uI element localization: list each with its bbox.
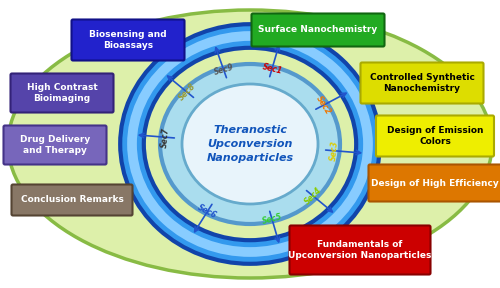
Text: Controlled Synthetic
Nanochemistry: Controlled Synthetic Nanochemistry — [370, 73, 474, 93]
Ellipse shape — [182, 84, 318, 204]
Text: Biosensing and
Bioassays: Biosensing and Bioassays — [89, 30, 167, 50]
FancyBboxPatch shape — [360, 62, 484, 103]
Text: Upconversion: Upconversion — [208, 139, 292, 149]
Text: Nanoparticles: Nanoparticles — [206, 153, 294, 163]
FancyBboxPatch shape — [72, 20, 184, 60]
FancyBboxPatch shape — [10, 73, 114, 113]
Text: Sec6: Sec6 — [196, 202, 218, 220]
FancyBboxPatch shape — [368, 164, 500, 202]
Text: Surface Nanochemistry: Surface Nanochemistry — [258, 26, 378, 35]
Text: Sec9: Sec9 — [212, 63, 235, 77]
Text: Sec5: Sec5 — [261, 212, 283, 226]
Text: Fundamentals of
Upconversion Nanoparticles: Fundamentals of Upconversion Nanoparticl… — [288, 240, 432, 260]
Text: Theranostic: Theranostic — [213, 125, 287, 135]
FancyBboxPatch shape — [252, 14, 384, 46]
FancyBboxPatch shape — [376, 115, 494, 156]
FancyBboxPatch shape — [290, 226, 430, 274]
FancyBboxPatch shape — [12, 185, 132, 215]
Text: Sec3: Sec3 — [329, 140, 340, 161]
Text: Sec4: Sec4 — [303, 185, 324, 206]
Text: Conclusion Remarks: Conclusion Remarks — [20, 196, 124, 204]
Text: Sec2: Sec2 — [314, 94, 333, 116]
Text: Design of High Efficiency: Design of High Efficiency — [371, 179, 499, 187]
Text: High Contrast
Bioimaging: High Contrast Bioimaging — [26, 83, 98, 103]
Text: Design of Emission
Colors: Design of Emission Colors — [387, 126, 483, 146]
FancyBboxPatch shape — [4, 126, 106, 164]
Text: Sec1: Sec1 — [261, 62, 283, 76]
Ellipse shape — [160, 64, 340, 224]
Ellipse shape — [8, 10, 492, 278]
Text: Drug Delivery
and Therapy: Drug Delivery and Therapy — [20, 135, 90, 155]
Text: Sec8: Sec8 — [176, 82, 197, 103]
Text: Sec7: Sec7 — [160, 127, 171, 148]
